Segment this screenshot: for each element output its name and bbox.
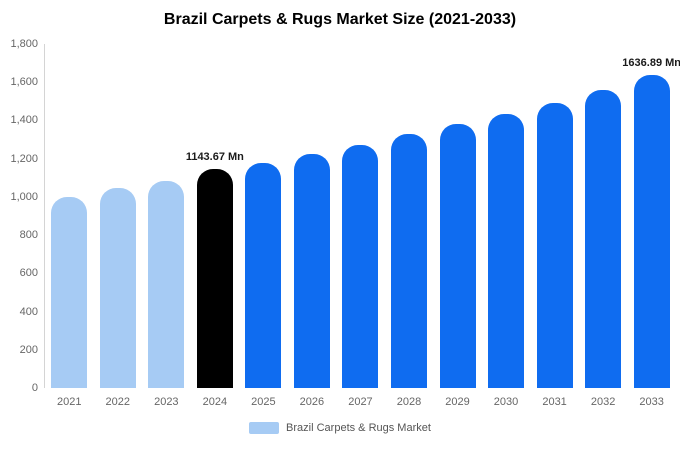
x-axis-label: 2025 [251,396,276,408]
y-tick-label: 200 [19,343,38,356]
y-tick-label: 1,800 [10,38,38,50]
bar-value-label: 1636.89 Mn [622,57,680,70]
chart-container: 1,800 1,600 1,400 1,200 1,000 800 600 400 200 0 1… [6,38,680,394]
bar-column [482,44,531,388]
bar-column: 1636.89 Mn [622,44,680,388]
bar-2032 [585,89,622,388]
x-axis-label: 2032 [590,396,616,408]
bar-2023 [148,180,185,388]
x-axis-label: 2031 [542,396,567,408]
legend-swatch [249,422,280,434]
y-tick-label: 600 [19,267,38,280]
bar-column: 1143.67 Mn [186,44,244,388]
bar-2028 [390,133,427,388]
y-tick-label: 800 [19,229,38,242]
x-axis-label: 2030 [493,396,519,408]
x-axis-label: 2028 [396,396,422,408]
bar-2025 [245,162,282,388]
x-axis-label: 2023 [154,396,179,408]
x-axis-label: 2027 [348,396,373,408]
x-axis-label: 2033 [639,396,664,408]
x-axis-label: 2024 [202,396,228,408]
bar-2022 [99,188,136,388]
bar-column [530,44,579,388]
bar-column [288,44,337,388]
bar-column [336,44,385,388]
bar-2030 [488,113,525,388]
bar-value-label: 1143.67 Mn [185,151,244,164]
chart-title: Brazil Carpets & Rugs Market Size (2021-… [163,11,517,28]
bar-2031 [536,103,573,388]
x-axis-label: 2021 [57,396,82,408]
legend-label: Brazil Carpets & Rugs Market [286,422,431,434]
x-axis-label: 2026 [299,396,325,408]
y-tick-label: 400 [19,305,38,318]
y-axis: 1,800 1,600 1,400 1,200 1,000 800 600 400 200 0 [6,38,44,394]
bar-2021 [51,196,88,388]
x-axis-label: 2022 [105,396,131,408]
y-tick-label: 0 [31,382,38,394]
legend: Brazil Carpets & Rugs Market [0,422,680,434]
bar-column [142,44,191,388]
y-tick-label: 1,000 [10,190,38,203]
bar-column [579,44,628,388]
bar-2029 [439,124,476,388]
x-axis-label: 2029 [445,396,470,408]
bar-2027 [342,145,379,388]
bar-column [94,44,143,388]
bar-column [239,44,288,388]
bar-column [45,44,94,388]
y-tick-label: 1,600 [10,76,38,89]
y-tick-label: 1,400 [10,114,38,127]
plot-area: 1143.67 Mn 1636.89 Mn [44,44,680,388]
bar-column [385,44,434,388]
y-tick-label: 1,200 [10,152,38,165]
bar-2033 [633,75,670,388]
x-axis-labels: 2021 2022 2023 2024 2025 2026 2027 2028 2029 2030… [45,388,676,408]
bar-column [433,44,482,388]
bar-2024 [196,169,233,388]
bar-2026 [293,153,330,388]
